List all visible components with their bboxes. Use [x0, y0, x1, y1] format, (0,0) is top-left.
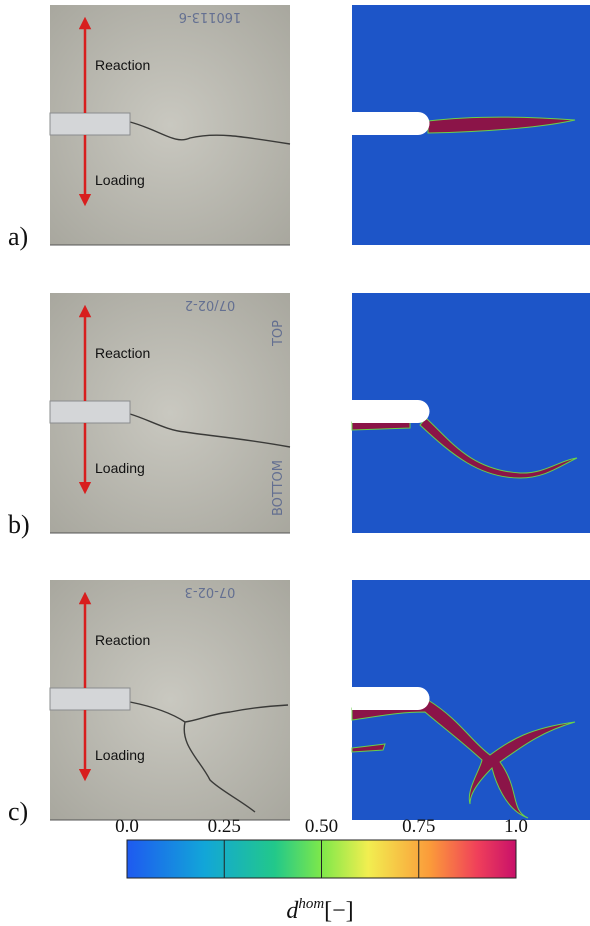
sim-notch — [352, 400, 430, 423]
panel-label: a) — [8, 222, 28, 251]
specimen-id: 07-02-3 — [185, 584, 236, 599]
specimen-id: 160113-6 — [179, 9, 242, 24]
panel: 07/02-2 TOP BOTTOM Reaction Loading b) — [8, 293, 590, 539]
colorbar-tick-label: 0.50 — [305, 816, 338, 837]
notch — [50, 113, 130, 135]
panel-label: c) — [8, 797, 28, 826]
loading-label: Loading — [95, 460, 145, 476]
notch — [50, 401, 130, 423]
colorbar-label-superscript: hom — [298, 896, 324, 912]
sim-notch — [352, 687, 430, 710]
colorbar-label-unit: [−] — [324, 898, 354, 924]
colorbar-label: dhom[−] — [286, 896, 353, 924]
reaction-label: Reaction — [95, 345, 150, 361]
panel-label: b) — [8, 510, 30, 539]
panel: 07-02-3 Reaction Loading c) — [8, 580, 590, 826]
notch — [50, 688, 130, 710]
figure: 160113-6 Reaction Loading a) 07/02-2 TOP BOTTO… — [0, 0, 590, 926]
reaction-label: Reaction — [95, 57, 150, 73]
colorbar-tick-label: 0.75 — [402, 816, 435, 837]
loading-label: Loading — [95, 747, 145, 763]
colorbar-tick-label: 0.0 — [115, 816, 139, 837]
reaction-label: Reaction — [95, 632, 150, 648]
colorbar-tick-label: 0.25 — [208, 816, 241, 837]
bottom-mark: BOTTOM — [271, 460, 286, 516]
sim-notch — [352, 112, 430, 135]
top-mark: TOP — [271, 320, 286, 347]
colorbar-tick-label: 1.0 — [504, 816, 528, 837]
panel: 160113-6 Reaction Loading a) — [8, 5, 590, 251]
loading-label: Loading — [95, 172, 145, 188]
specimen-id: 07/02-2 — [185, 297, 235, 312]
